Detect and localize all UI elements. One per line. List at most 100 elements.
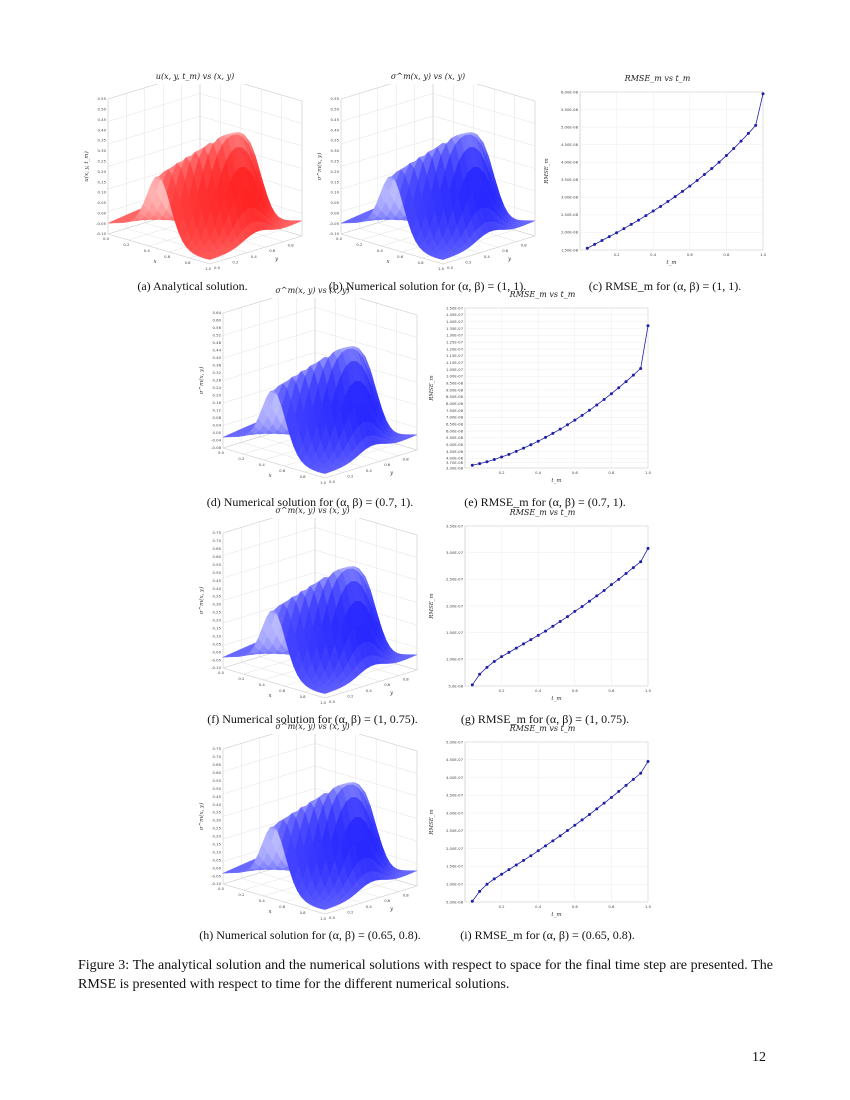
- z-tick-label: 0.36: [213, 363, 222, 368]
- z-tick-label: 0.55: [213, 778, 222, 783]
- data-point: [732, 147, 736, 151]
- data-point: [492, 659, 496, 663]
- x-tick-label: 0.8: [300, 910, 307, 915]
- y-tick-label: 0.8: [521, 243, 528, 248]
- data-point: [514, 449, 518, 453]
- x-tick-label: 0.0: [218, 450, 225, 455]
- z-tick-label: 0.65: [213, 546, 222, 551]
- y-tick-label: 3.00E-07: [446, 550, 464, 555]
- z-tick-label: 0.15: [213, 625, 222, 630]
- data-point: [602, 589, 606, 593]
- panel-d-numerical-surface: σ^m(x, y) vs (x, y) -0.08 -0.04 0.00 0.04 0.0…: [195, 286, 430, 486]
- y-tick-label: 1.40E-07: [446, 319, 464, 324]
- caption-e-text: RMSE_m for (α, β) = (0.7, 1).: [480, 495, 626, 509]
- data-point: [565, 615, 569, 619]
- data-point: [595, 403, 599, 407]
- axis-edge: [222, 734, 274, 750]
- data-point: [646, 324, 650, 328]
- x-tick-label: 1.0: [645, 470, 652, 475]
- data-point: [544, 435, 548, 439]
- y-tick-label: 6.00E-08: [561, 89, 579, 94]
- y-tick-label: 0.2: [465, 259, 472, 264]
- caption-g: (g) RMSE_m for (α, β) = (1, 0.75).: [450, 712, 640, 727]
- z-tick-label: 0.25: [331, 159, 340, 164]
- x-axis-label: x: [268, 693, 272, 699]
- y-tick-label: 5.00E-08: [446, 442, 464, 447]
- surface-mesh-h: [222, 782, 418, 910]
- data-point: [500, 455, 504, 459]
- z-tick-label: -0.04: [211, 438, 221, 443]
- z-tick-label: 0.55: [213, 562, 222, 567]
- x-tick-label: 0.4: [259, 898, 266, 903]
- z-tick-label: 0.45: [331, 117, 340, 122]
- grid-line: [222, 549, 418, 581]
- y-tick-label: 5.0E-08: [448, 683, 463, 688]
- data-point: [624, 380, 628, 384]
- plot-area: [464, 307, 649, 469]
- z-tick-label: 0.70: [213, 538, 222, 543]
- y-axis-label: RMSE_m: [429, 593, 435, 620]
- y-tick-label: 1.10E-07: [446, 360, 464, 365]
- y-tick-label: 6.50E-08: [446, 422, 464, 427]
- axes-box-h: [222, 734, 418, 915]
- surface-plot-f: -0.10 -0.05 0.00 0.05 0.10 0.15 0.20 0.25 0.30 0.…: [198, 518, 418, 705]
- y-tick-label: 0.0: [214, 265, 221, 270]
- data-point: [478, 462, 482, 466]
- x-tick-label: 0.2: [238, 456, 245, 461]
- data-point: [695, 178, 699, 182]
- data-point: [602, 397, 606, 401]
- surface-mesh-d: [222, 346, 418, 474]
- x-tick-label: 0.2: [614, 252, 621, 257]
- data-point: [507, 868, 511, 872]
- y-tick-label: 1.50E-08: [561, 247, 579, 252]
- x-tick-label: 0.8: [300, 474, 307, 479]
- z-tick-label: 0.40: [213, 355, 222, 360]
- data-point: [702, 173, 706, 177]
- z-tick-label: 0.52: [213, 333, 222, 338]
- rmse-chart-c: 1.50E-08 2.00E-08 2.50E-08 3.00E-08 3.50E-08…: [544, 89, 767, 266]
- x-axis-label: t_m: [551, 912, 561, 918]
- data-point: [500, 872, 504, 876]
- x-tick-label: 0.8: [608, 904, 615, 909]
- z-tick-label: 0.16: [213, 400, 222, 405]
- y-axis-label: y: [274, 257, 279, 263]
- chart-title-g: RMSE_m vs t_m: [509, 508, 576, 517]
- z-tick-label: 0.20: [213, 393, 222, 398]
- z-tick-label: 0.20: [213, 618, 222, 623]
- caption-c: (c) RMSE_m for (α, β) = (1, 1).: [570, 279, 760, 294]
- data-point: [573, 823, 577, 827]
- z-tick-label: 0.20: [98, 169, 107, 174]
- data-point: [478, 889, 482, 893]
- z-tick-label: 0.50: [331, 107, 340, 112]
- y-tick-label: 0.6: [502, 248, 509, 253]
- z-tick-label: 0.60: [213, 318, 222, 323]
- caption-d-label: (d): [206, 495, 221, 509]
- data-point: [522, 642, 526, 646]
- y-axis-label: y: [389, 471, 394, 477]
- panel-c-rmse-chart: RMSE_m vs t_m 1.50E-08 2.00E-08 2.50E-08 3.0…: [540, 74, 775, 272]
- z-tick-label: 0.50: [213, 570, 222, 575]
- y-tick-label: 4.50E-08: [446, 449, 464, 454]
- data-point: [631, 373, 635, 377]
- z-tick-label: 0.60: [213, 770, 222, 775]
- z-tick-label: 0.10: [98, 190, 107, 195]
- data-point: [617, 386, 621, 390]
- grid-line: [340, 115, 536, 147]
- grid-line: [222, 765, 418, 797]
- z-tick-label: 0.05: [213, 641, 222, 646]
- data-point: [624, 783, 628, 787]
- axis-edge: [324, 885, 418, 915]
- panel-g-rmse-chart: RMSE_m vs t_m 5.0E-08 1.00E-07 1.50E-07 2.00…: [425, 508, 660, 708]
- panel-e-rmse-chart: RMSE_m vs t_m 3.30E-08 3.70E-08 4.00E-08 4.5…: [425, 290, 660, 490]
- y-tick-label: 1.50E-07: [446, 864, 464, 869]
- panel-a-analytical-surface: u(x, y, t_m) vs (x, y) -0.10 -0.05 0.00 0.05…: [80, 72, 310, 272]
- y-tick-label: 0.4: [251, 254, 258, 259]
- y-tick-label: 5.00E-08: [561, 124, 579, 129]
- z-tick-label: 0.25: [213, 610, 222, 615]
- data-point: [587, 813, 591, 817]
- z-tick-label: 0.30: [213, 602, 222, 607]
- data-point: [551, 431, 555, 435]
- y-tick-label: 6.00E-08: [446, 428, 464, 433]
- y-tick-label: 3.70E-08: [446, 460, 464, 465]
- z-tick-label: 0.32: [213, 370, 222, 375]
